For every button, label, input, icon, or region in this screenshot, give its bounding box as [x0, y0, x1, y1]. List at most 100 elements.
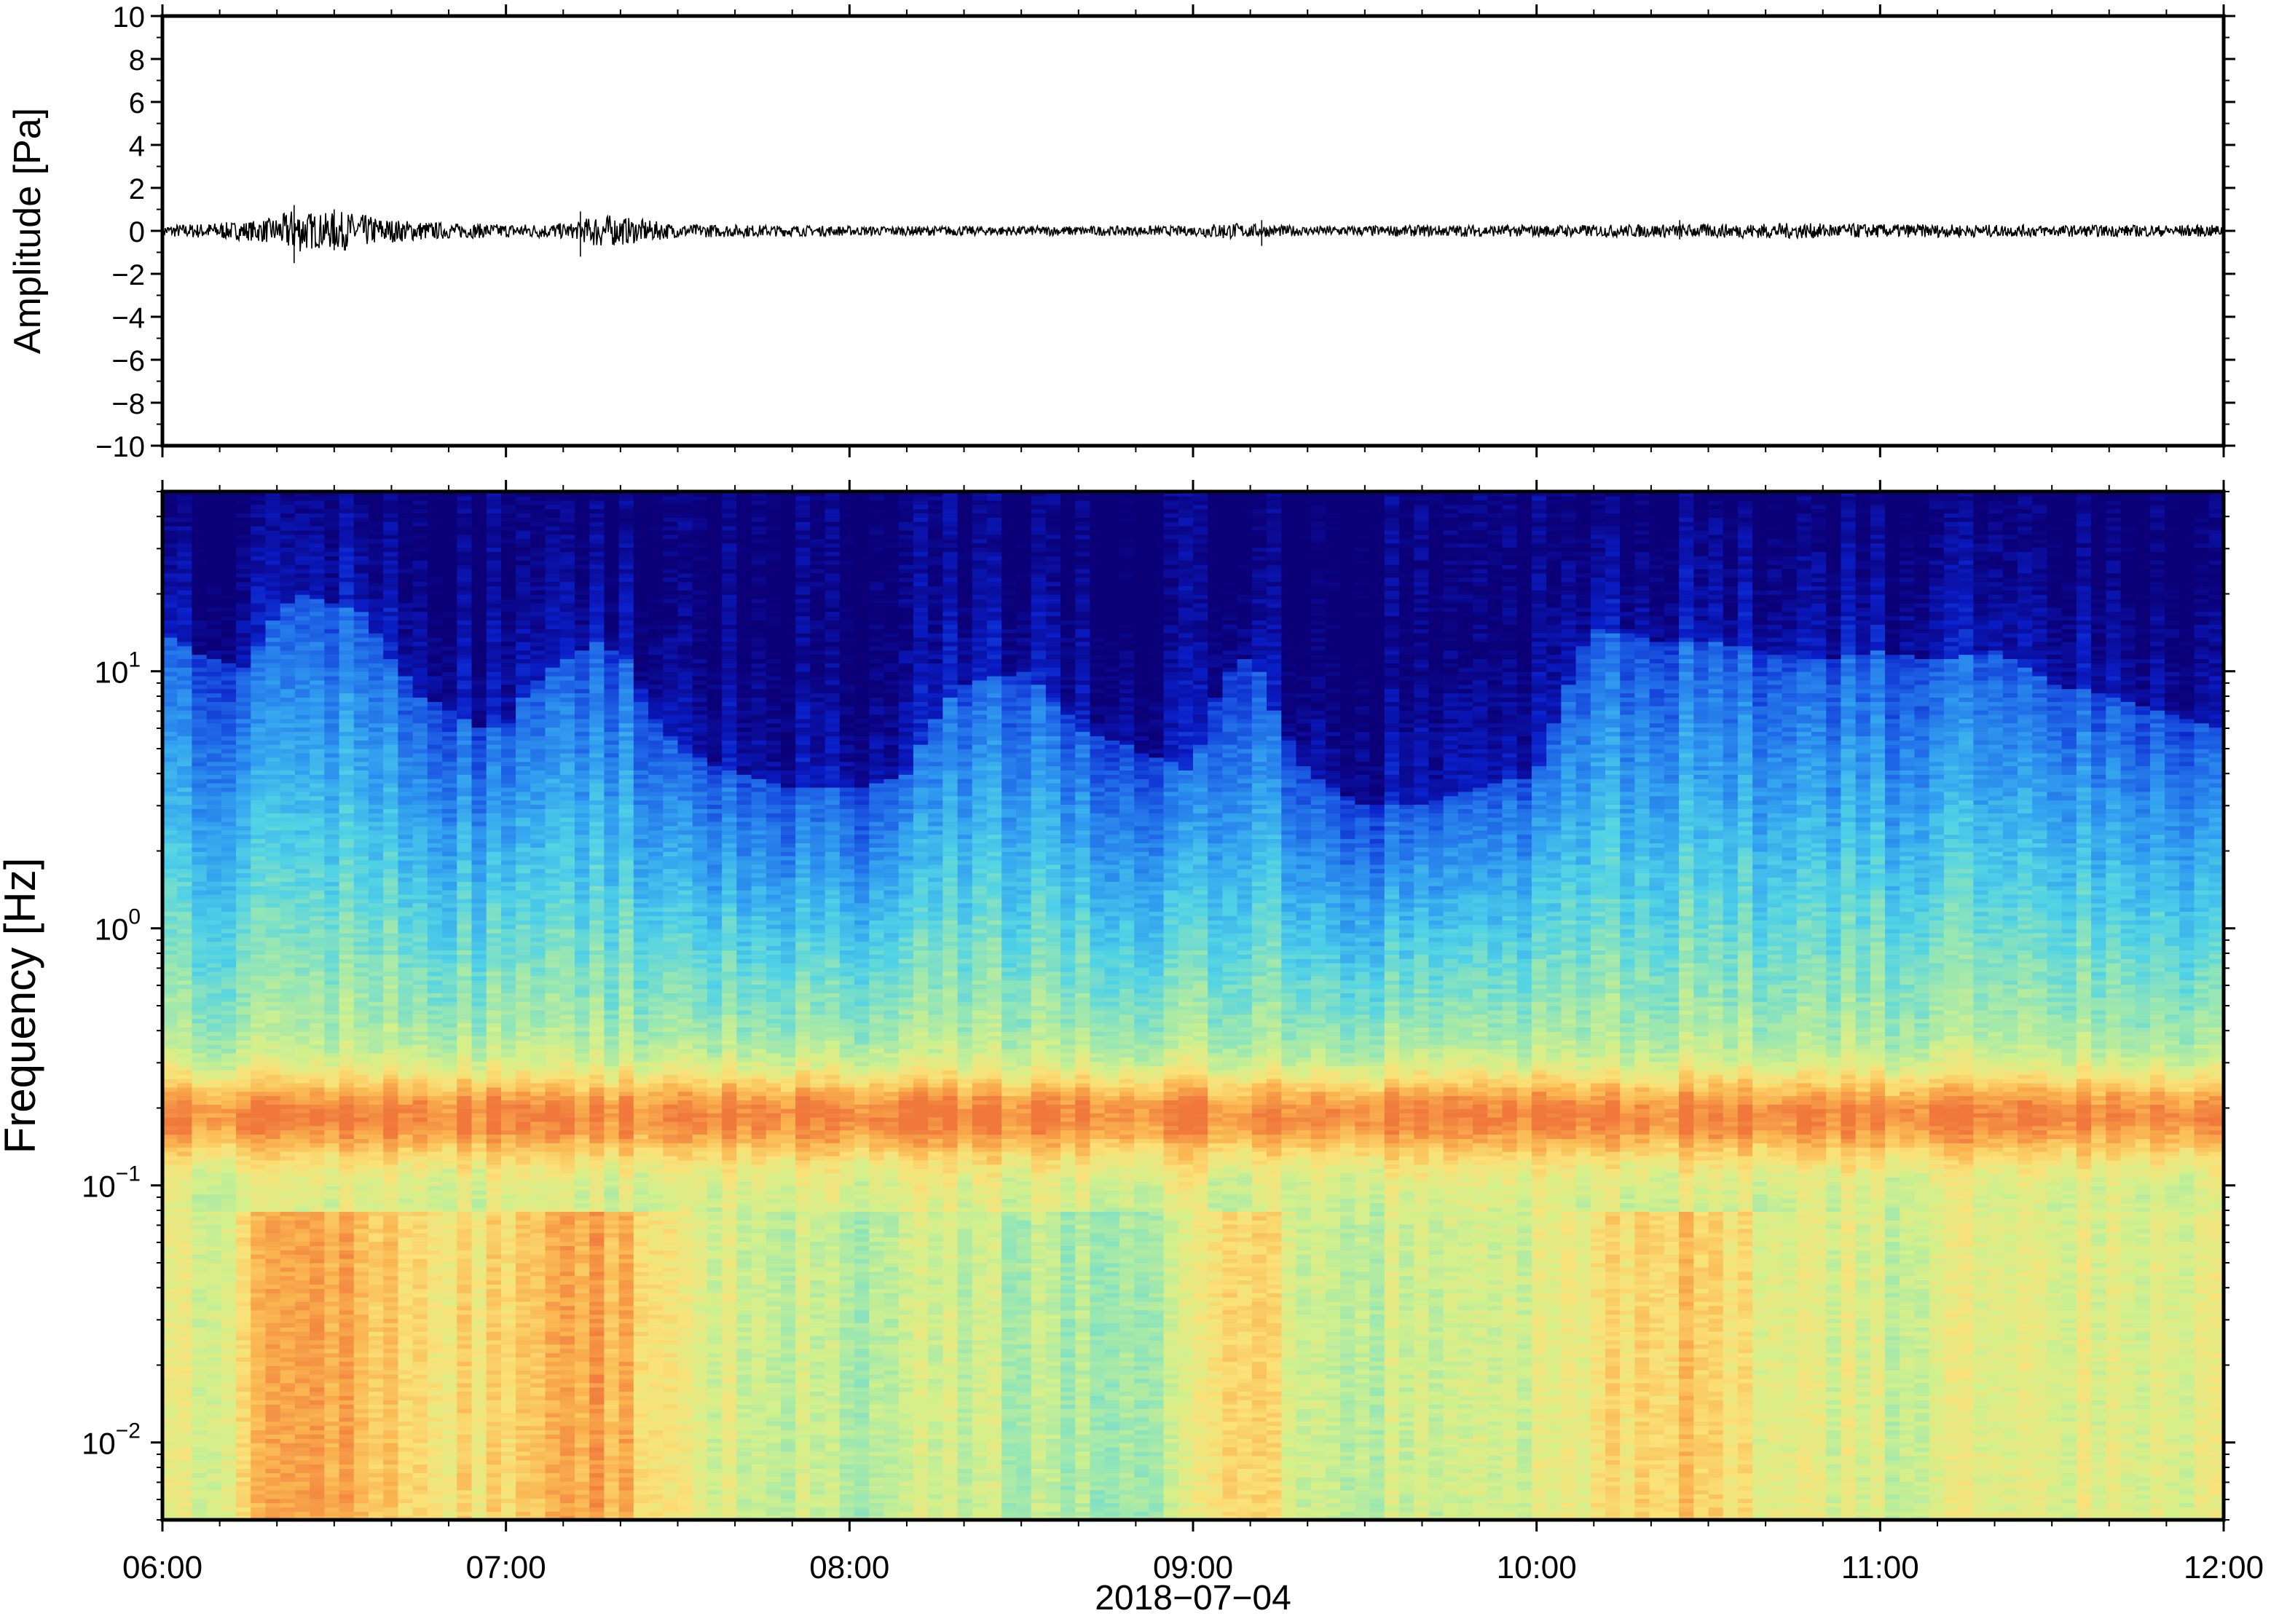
spectrogram-cell	[207, 603, 222, 607]
spectrogram-cell	[251, 1031, 266, 1036]
spectrogram-cell	[310, 796, 325, 800]
spectrogram-cell	[310, 804, 325, 808]
spectrogram-cell	[177, 1374, 192, 1379]
spectrogram-cell	[192, 808, 207, 813]
spectrogram-cell	[221, 1327, 237, 1331]
spectrogram-cell	[162, 1113, 178, 1117]
spectrogram-cell	[280, 985, 296, 989]
spectrogram-cell	[251, 1314, 266, 1319]
spectrogram-cell	[369, 1006, 384, 1010]
spectrogram-cell	[339, 1250, 355, 1254]
spectrogram-cell	[280, 1177, 296, 1181]
spectrogram-cell	[369, 1443, 384, 1447]
spectrogram-cell	[295, 582, 310, 586]
spectrogram-cell	[354, 1481, 369, 1486]
spectrogram-cell	[428, 1027, 443, 1031]
spectrogram-cell	[339, 1408, 355, 1413]
spectrogram-cell	[324, 1422, 339, 1426]
spectrogram-cell	[413, 539, 428, 543]
spectrogram-cell	[457, 1511, 472, 1515]
spectrogram-cell	[383, 894, 398, 899]
spectrogram-cell	[221, 1049, 237, 1053]
spectrogram-cell	[369, 804, 384, 808]
spectrogram-cell	[177, 1490, 192, 1494]
spectrogram-cell	[428, 1100, 443, 1104]
spectrogram-cell	[324, 1233, 339, 1237]
spectrogram-cell	[236, 569, 251, 573]
spectrogram-cell	[354, 1490, 369, 1494]
spectrogram-cell	[207, 873, 222, 878]
spectrogram-cell	[192, 685, 207, 689]
spectrogram-cell	[324, 1164, 339, 1169]
spectrogram-cell	[177, 1122, 192, 1126]
spectrogram-cell	[236, 689, 251, 693]
spectrogram-cell	[295, 1122, 310, 1126]
spectrogram-cell	[324, 1353, 339, 1357]
spectrogram-cell	[177, 1272, 192, 1276]
spectrogram-cell	[442, 762, 457, 766]
spectrogram-cell	[221, 1061, 237, 1065]
spectrogram-cell	[162, 706, 178, 710]
spectrogram-cell	[207, 783, 222, 787]
spectrogram-cell	[354, 826, 369, 830]
spectrogram-cell	[177, 783, 192, 787]
spectrogram-cell	[369, 993, 384, 997]
spectrogram-cell	[280, 1340, 296, 1344]
spectrogram-cell	[280, 915, 296, 920]
spectrogram-cell	[207, 1490, 222, 1494]
spectrogram-cell	[398, 1361, 413, 1365]
spectrogram-cell	[383, 628, 398, 633]
spectrogram-cell	[324, 1117, 339, 1122]
spectrogram-cell	[428, 599, 443, 603]
spectrogram-cell	[383, 624, 398, 628]
spectrogram-cell	[251, 1079, 266, 1083]
spectrogram-cell	[398, 1040, 413, 1044]
spectrogram-cell	[428, 942, 443, 946]
spectrogram-cell	[339, 1027, 355, 1031]
spectrogram-cell	[339, 560, 355, 564]
spectrogram-cell	[251, 826, 266, 830]
spectrogram-cell	[192, 1434, 207, 1438]
spectrogram-cell	[192, 1443, 207, 1447]
spectrogram-cell	[457, 1310, 472, 1314]
spectrogram-cell	[398, 535, 413, 539]
spectrogram-cell	[280, 564, 296, 569]
spectrogram-cell	[192, 997, 207, 1001]
spectrogram-cell	[177, 1383, 192, 1387]
spectrogram-cell	[221, 847, 237, 851]
spectrogram-cell	[251, 1023, 266, 1028]
spectrogram-cell	[428, 569, 443, 573]
spectrogram-cell	[236, 1083, 251, 1087]
spectrogram-cell	[280, 1229, 296, 1233]
spectrogram-cell	[162, 1361, 178, 1365]
spectrogram-cell	[236, 1499, 251, 1503]
spectrogram-cell	[413, 1100, 428, 1104]
spectrogram-cell	[192, 1395, 207, 1400]
spectrogram-cell	[339, 1477, 355, 1481]
spectrogram-cell	[442, 963, 457, 967]
spectrogram-cell	[413, 903, 428, 907]
spectrogram-cell	[339, 766, 355, 770]
spectrogram-cell	[428, 1395, 443, 1400]
spectrogram-cell	[428, 1331, 443, 1336]
spectrogram-cell	[162, 1096, 178, 1100]
spectrogram-cell	[177, 655, 192, 659]
spectrogram-cell	[207, 1211, 222, 1215]
spectrogram-cell	[398, 988, 413, 993]
spectrogram-cell	[295, 1340, 310, 1344]
spectrogram-cell	[221, 762, 237, 766]
spectrogram-cell	[428, 1323, 443, 1327]
spectrogram-cell	[369, 835, 384, 839]
spectrogram-cell	[162, 1387, 178, 1392]
spectrogram-cell	[354, 1511, 369, 1515]
spectrogram-cell	[280, 993, 296, 997]
spectrogram-cell	[295, 1353, 310, 1357]
spectrogram-cell	[442, 915, 457, 920]
spectrogram-cell	[236, 521, 251, 526]
spectrogram-cell	[442, 1297, 457, 1301]
spectrogram-cell	[383, 830, 398, 835]
spectrogram-cell	[369, 513, 384, 517]
spectrogram-cell	[251, 689, 266, 693]
spectrogram-cell	[310, 1220, 325, 1224]
spectrogram-cell	[442, 881, 457, 886]
